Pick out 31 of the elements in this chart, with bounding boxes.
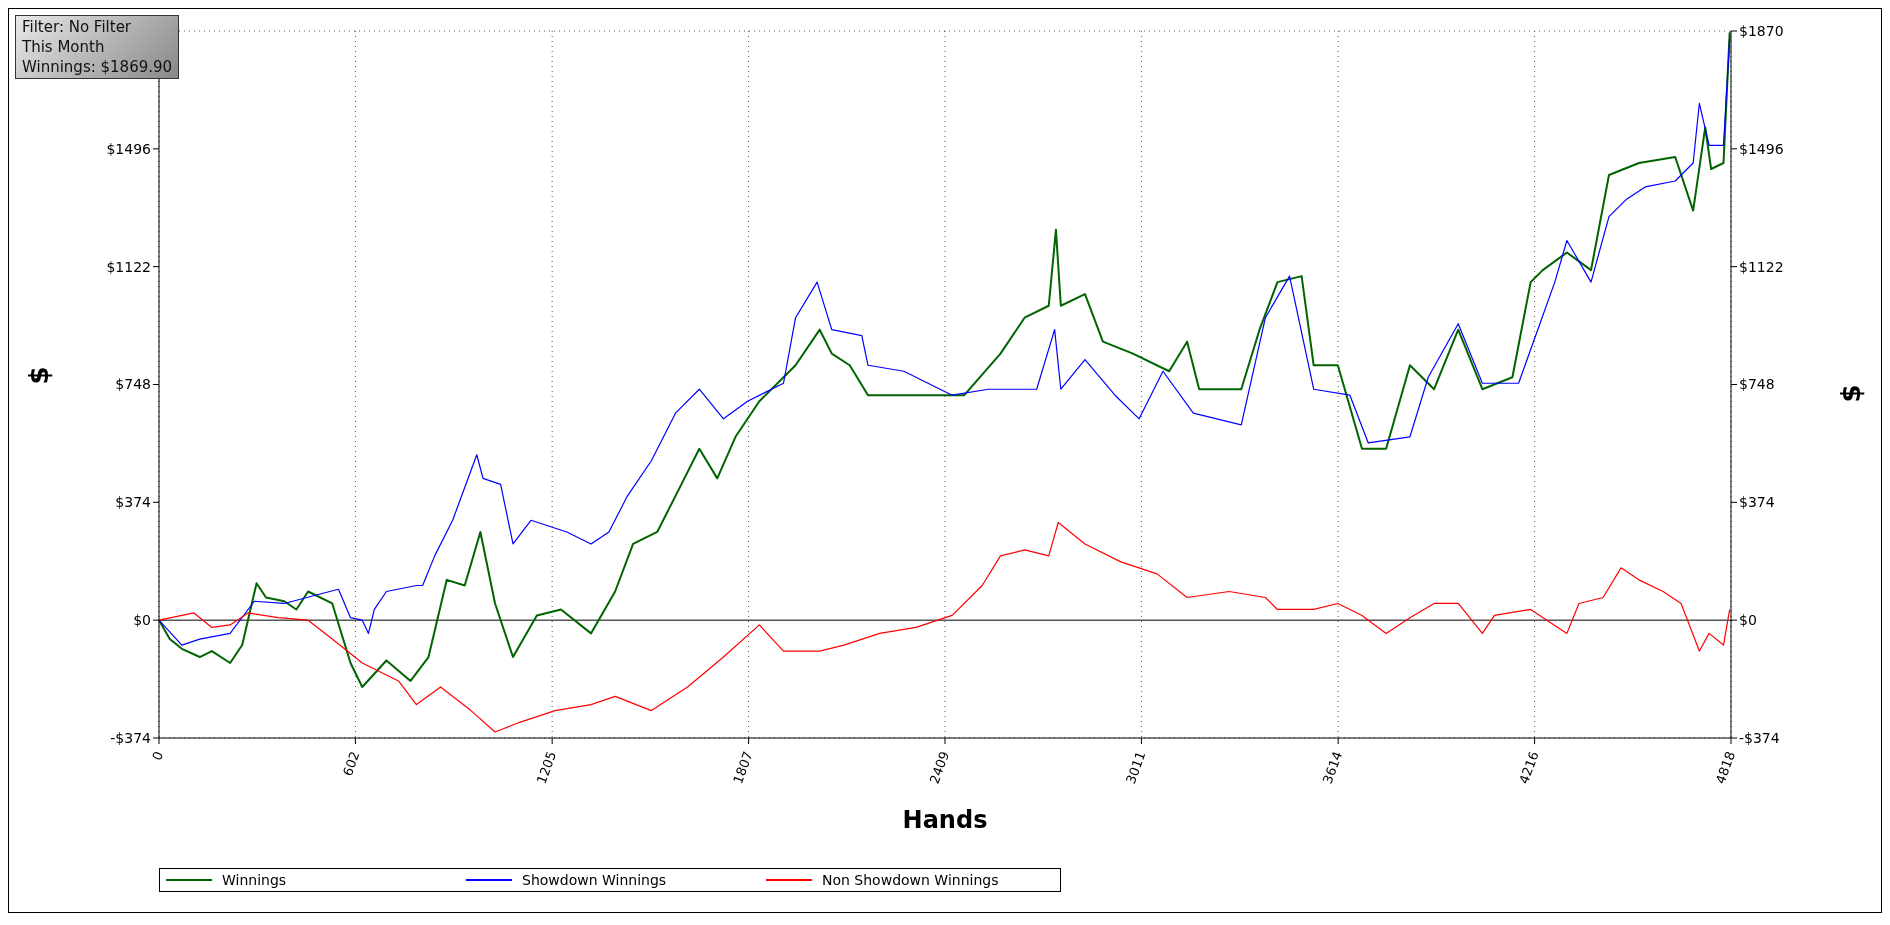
y2-tick-label: -$374 — [1739, 729, 1780, 746]
x-tick-label: 0 — [149, 749, 167, 763]
legend-label: Winnings — [222, 872, 287, 888]
y-tick-label: $1122 — [106, 258, 151, 275]
y2-axis-title: $ — [1836, 384, 1867, 403]
x-tick-label: 1807 — [730, 749, 756, 786]
y2-tick-label: $1122 — [1739, 258, 1784, 275]
x-tick-label: 4216 — [1516, 749, 1542, 786]
y-axis-title: $ — [24, 366, 55, 385]
y2-tick-label: $374 — [1739, 494, 1775, 511]
y-tick-label: $374 — [115, 494, 152, 511]
x-tick-label: 3614 — [1319, 749, 1346, 786]
legend-label: Showdown Winnings — [522, 872, 667, 888]
x-tick-label: 2409 — [926, 749, 953, 786]
x-tick-label: 1205 — [533, 749, 560, 786]
legend-label: Non Showdown Winnings — [822, 872, 999, 888]
y2-tick-label: $1496 — [1739, 140, 1784, 157]
x-tick-label: 4818 — [1712, 749, 1739, 786]
y2-tick-label: $1870 — [1739, 22, 1784, 39]
y2-tick-label: $748 — [1739, 376, 1775, 393]
x-tick-label: 602 — [339, 749, 363, 778]
y2-tick-label: $0 — [1739, 612, 1757, 629]
text: Filter: No Filter — [22, 17, 133, 37]
y-tick-label: $1496 — [106, 140, 152, 157]
y-tick-label: $0 — [133, 612, 151, 629]
x-tick-label: 3011 — [1123, 749, 1149, 786]
annotation: Winnings: $1869.90 — [22, 57, 173, 77]
text: This Month — [22, 37, 106, 57]
y-tick-label: $748 — [115, 376, 151, 393]
y-tick-label: -$374 — [110, 729, 152, 746]
x-axis-title: Hands — [902, 806, 988, 834]
